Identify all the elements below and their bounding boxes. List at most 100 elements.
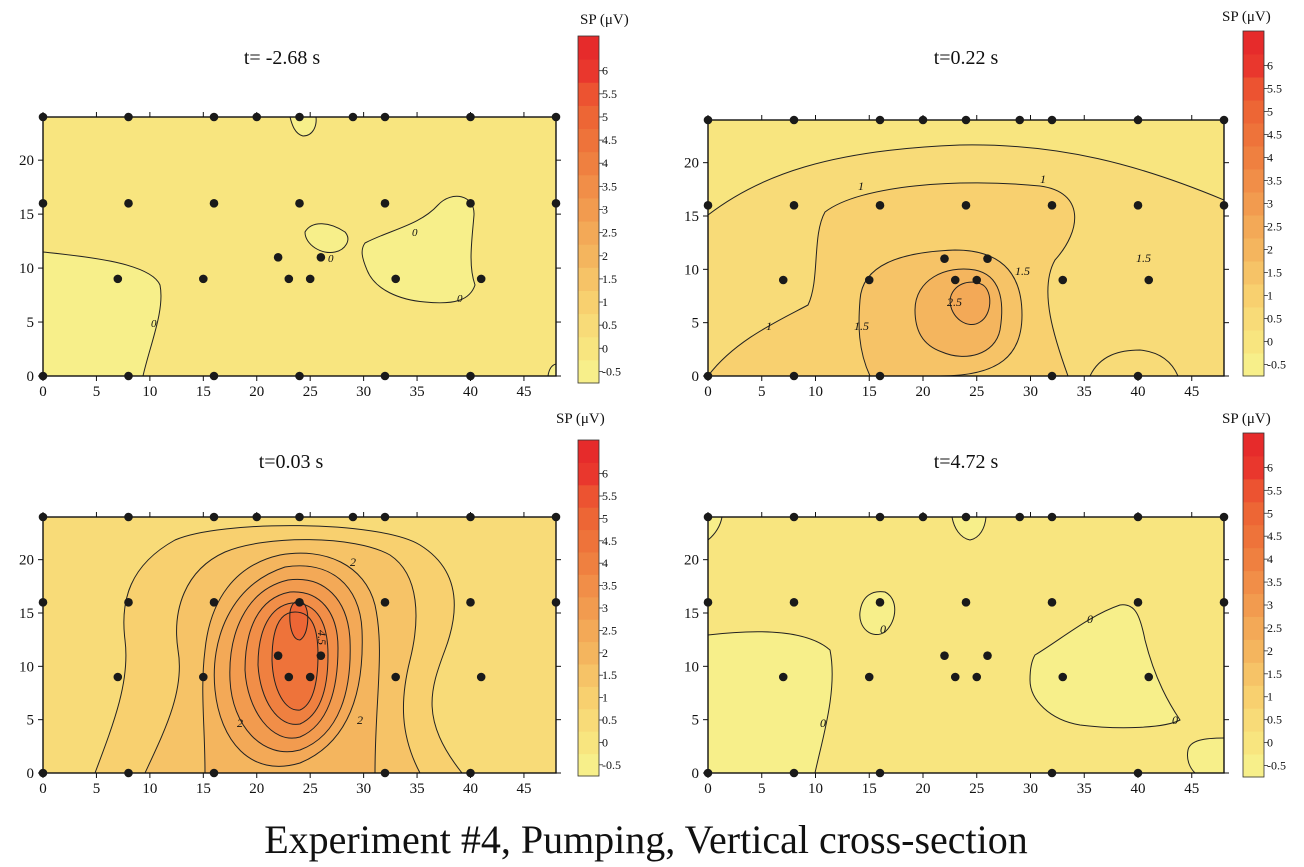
electrode-point [703,512,713,522]
electrode-point [113,274,123,284]
electrode-point [703,371,713,381]
electrode-point [209,112,219,122]
colorbar-tick-label: 3.5 [1267,575,1282,589]
contour-label: 0 [457,293,463,305]
electrode-point [466,768,475,778]
colorbar-swatch [578,753,599,777]
colorbar-tick-label: 2.5 [1267,621,1282,635]
electrode-point [380,768,390,778]
x-tick-label: 30 [356,781,371,797]
contour-line [1029,604,1181,729]
electrode-point [1047,598,1057,607]
colorbar-swatch [578,708,599,732]
colorbar-tick-label: 0 [602,341,608,355]
colorbar-swatch [578,484,599,508]
electrode-point [380,371,390,381]
contour-line [304,223,349,254]
colorbar-swatch [578,221,599,245]
colorbar-swatch [578,267,599,291]
colorbar-swatch [578,596,599,620]
colorbar-swatch [1243,501,1264,526]
x-tick-label: 15 [196,384,211,400]
electrode-point [961,512,971,522]
x-tick-label: 40 [1131,384,1146,400]
electrode-point [983,254,992,263]
colorbar-swatch [1243,238,1264,262]
y-tick-label: 5 [692,316,700,332]
colorbar-tick-label: 5.5 [602,87,617,101]
electrode-point [38,598,48,607]
electrode-point [273,651,283,660]
electrode-point [316,252,326,262]
x-tick-label: 40 [1131,781,1146,797]
electrode-point [38,199,48,208]
x-tick-label: 10 [808,781,823,797]
electrode-point [875,768,885,778]
level-fill-low-left [708,631,833,773]
colorbar-tick-label: 5 [602,110,608,124]
electrode-point [295,199,304,208]
colorbar-tick-label: 0 [1267,335,1273,349]
x-tick-label: 5 [93,384,101,400]
electrode-point [209,199,219,208]
colorbar-tick-label: 0.5 [1267,312,1282,326]
electrode-point [1047,115,1057,125]
y-tick-label: 15 [684,606,699,622]
contour-line [708,182,1076,376]
contour-line [859,591,896,635]
level-fill-low-centre [859,591,895,635]
colorbar-swatch [1243,593,1264,617]
colorbar-tick-label: 5 [1267,105,1273,119]
contour-line [1187,737,1224,773]
colorbar-swatch [1243,478,1264,503]
colorbar-swatch [1243,616,1264,640]
colorbar-tick-label: 1 [602,295,608,309]
electrode-point [778,672,788,682]
colorbar-swatch [578,59,599,83]
colorbar-tick-label: 0.5 [602,318,617,332]
electrode-point [199,672,208,682]
y-tick-label: 10 [684,659,699,675]
y-tick-label: 10 [19,261,34,277]
colorbar-tick-label: 1 [602,691,608,705]
electrode-point [940,254,949,263]
contour-line [914,268,1003,357]
electrode-point [391,672,400,682]
colorbar-swatch [1243,639,1264,663]
electrode-markers-panel-3 [38,512,561,778]
electrode-point [124,768,133,778]
x-tick-label: 30 [1023,384,1038,400]
contour-label: 1.5 [854,319,869,333]
electrode-point [551,112,561,122]
colorbar-tick-label: 5.5 [1267,82,1282,96]
colorbar-tick-label: 2.5 [602,623,617,637]
colorbar-swatch [578,197,599,222]
colorbar-swatch [578,105,599,130]
x-tick-label: 25 [303,384,318,400]
colorbar-swatch [578,336,599,361]
electrode-point [466,112,475,122]
electrode-point [252,112,262,122]
axes-panel-4: 0 5 10 15 20 25 30 35 40 45 0 5 10 15 20 [684,512,1229,797]
electrode-point [551,512,561,522]
contour-line [144,539,421,773]
level-fill-low-right [362,196,475,303]
x-tick-label: 0 [704,384,712,400]
y-tick-label: 0 [692,766,700,782]
x-tick-label: 45 [1184,781,1199,797]
electrode-point [284,274,294,284]
electrode-point [295,371,304,381]
level-fill-low-left [43,252,162,376]
electrode-point [38,371,48,381]
colorbar-tick-label: 0 [602,735,608,749]
electrode-point [789,201,799,210]
electrode-point [466,199,475,208]
electrode-point [703,115,713,125]
colorbar-swatch [578,313,599,338]
contour-label: 2.5 [947,295,962,309]
colorbar-tick-label: 3 [602,601,608,615]
electrode-point [1144,275,1154,285]
electrode-point [295,512,304,522]
electrode-point [124,112,133,122]
level-fill-band-5 [289,600,308,640]
